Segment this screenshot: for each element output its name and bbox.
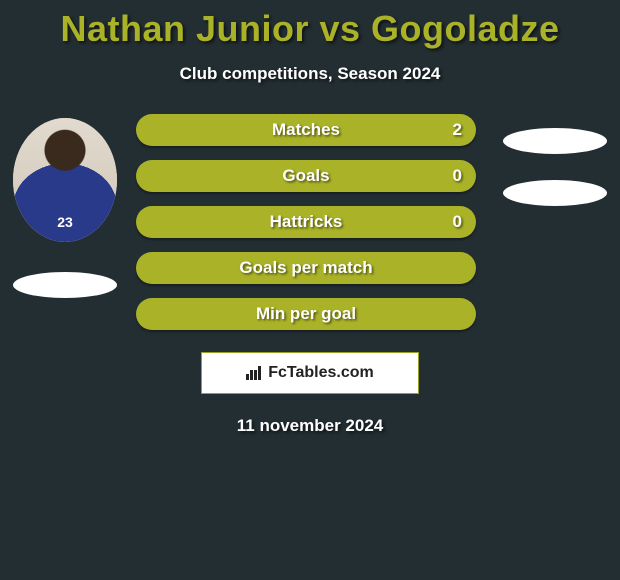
stat-bar-matches: Matches 2 bbox=[136, 114, 476, 146]
player-right-name-pill bbox=[503, 180, 607, 206]
stat-bar-goals: Goals 0 bbox=[136, 160, 476, 192]
player-left-column: 23 bbox=[0, 114, 130, 298]
player-left-avatar: 23 bbox=[13, 118, 117, 242]
player-left-name-pill bbox=[13, 272, 117, 298]
player-left-jersey-number: 23 bbox=[57, 214, 73, 230]
stat-label: Min per goal bbox=[256, 304, 356, 324]
brand-text: FcTables.com bbox=[268, 364, 374, 382]
subtitle: Club competitions, Season 2024 bbox=[0, 64, 620, 84]
stat-label: Goals bbox=[282, 166, 329, 186]
stat-label: Hattricks bbox=[270, 212, 343, 232]
stat-value: 2 bbox=[453, 120, 462, 140]
stat-value: 0 bbox=[453, 166, 462, 186]
stat-value: 0 bbox=[453, 212, 462, 232]
footer-date: 11 november 2024 bbox=[0, 416, 620, 436]
page-title: Nathan Junior vs Gogoladze bbox=[0, 0, 620, 50]
player-right-column bbox=[490, 114, 620, 206]
stat-label: Matches bbox=[272, 120, 340, 140]
stats-column: Matches 2 Goals 0 Hattricks 0 Goals per … bbox=[130, 114, 490, 330]
stat-label: Goals per match bbox=[239, 258, 372, 278]
stat-bar-min-per-goal: Min per goal bbox=[136, 298, 476, 330]
barchart-icon bbox=[246, 366, 264, 380]
comparison-row: 23 Matches 2 Goals 0 Hattricks 0 Goals p… bbox=[0, 114, 620, 330]
stat-bar-goals-per-match: Goals per match bbox=[136, 252, 476, 284]
player-right-avatar-pill bbox=[503, 128, 607, 154]
brand-badge: FcTables.com bbox=[201, 352, 419, 394]
stat-bar-hattricks: Hattricks 0 bbox=[136, 206, 476, 238]
